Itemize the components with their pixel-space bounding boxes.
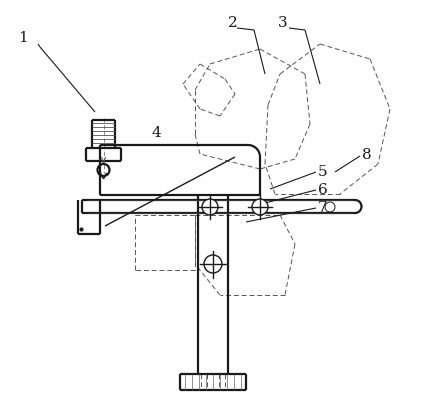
Text: 1: 1 bbox=[18, 31, 28, 45]
Text: 8: 8 bbox=[362, 148, 371, 162]
Text: 6: 6 bbox=[318, 183, 328, 197]
Circle shape bbox=[204, 255, 222, 273]
Text: 7: 7 bbox=[318, 201, 328, 215]
Circle shape bbox=[252, 199, 268, 215]
Circle shape bbox=[202, 199, 218, 215]
Text: 4: 4 bbox=[152, 126, 162, 140]
Text: 3: 3 bbox=[278, 16, 288, 30]
Text: 5: 5 bbox=[318, 165, 328, 179]
Text: 2: 2 bbox=[228, 16, 238, 30]
